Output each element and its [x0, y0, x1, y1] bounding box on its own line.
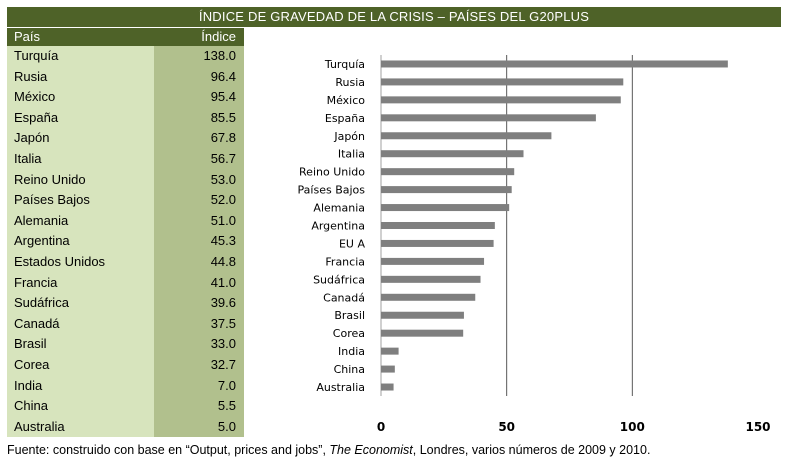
bar: [381, 186, 512, 194]
bar: [381, 204, 510, 212]
table-cell-index: 52.0: [210, 192, 236, 208]
table-cell-country: Rusia: [14, 68, 48, 84]
table-cell-country: Argentina: [14, 233, 70, 249]
bar: [381, 365, 395, 373]
table-cell-country: Estados Unidos: [14, 253, 106, 269]
table-cell-country: Brasil: [14, 336, 47, 352]
table-header: País Índice: [7, 28, 244, 46]
table-cell-country: Sudáfrica: [14, 295, 69, 311]
x-tick-label: 100: [620, 420, 645, 434]
bar: [381, 222, 495, 229]
table-cell-country: Francia: [14, 274, 58, 290]
bar: [381, 275, 481, 283]
category-label: Australia: [316, 381, 365, 394]
bar: [381, 293, 476, 301]
bar: [381, 150, 524, 158]
table-cell-country: China: [14, 398, 48, 414]
table-cell-index: 39.6: [210, 295, 236, 311]
table-cell-index: 37.5: [210, 315, 236, 331]
category-label: Turquía: [324, 58, 365, 71]
chart-title: ÍNDICE DE GRAVEDAD DE LA CRISIS – PAÍSES…: [7, 7, 781, 27]
bar-chart: Turquía Rusia México España Japón Italia Reino…: [298, 55, 771, 434]
category-label: Países Bajos: [298, 184, 366, 197]
bar: [381, 383, 394, 391]
bar: [381, 114, 596, 122]
table-cell-index: 96.4: [210, 68, 236, 84]
table-cell-index: 56.7: [210, 150, 236, 166]
category-label: México: [327, 94, 366, 107]
table-cell-country: Reino Unido: [14, 171, 86, 187]
table-cell-country: Canadá: [14, 315, 60, 331]
table-cell-index: 51.0: [210, 212, 236, 228]
table-cell-country: México: [14, 89, 56, 105]
footer-suffix: , Londres, varios números de 2009 y 2010…: [412, 443, 651, 457]
category-label: Argentina: [311, 220, 365, 233]
table-cell-index: 5.5: [217, 398, 236, 414]
chart-area: Turquía Rusia México España Japón Italia Reino…: [246, 28, 781, 440]
category-label: Italia: [338, 148, 365, 161]
country-column: Turquía Rusia México España Japón Italia Reino…: [7, 46, 154, 438]
table-cell-country: Japón: [14, 130, 50, 146]
table-cell-index: 32.7: [210, 356, 236, 372]
bar: [381, 311, 464, 319]
table-body: Turquía Rusia México España Japón Italia Reino…: [7, 46, 244, 438]
index-column: 138.0 96.4 95.4 85.5 67.8 56.7 53.0 52.0 51.0 45.…: [154, 46, 244, 438]
bar: [381, 347, 399, 355]
category-label: Reino Unido: [299, 166, 365, 179]
table-cell-country: Italia: [14, 150, 42, 166]
category-label: Francia: [325, 255, 365, 268]
table-cell-country: Corea: [14, 356, 50, 372]
table-cell-index: 85.5: [210, 109, 236, 125]
category-label: China: [334, 363, 365, 376]
bar: [381, 78, 624, 86]
x-tick-label: 50: [498, 420, 515, 434]
bar: [381, 168, 515, 176]
table-cell-country: Alemania: [14, 212, 69, 228]
category-label: Alemania: [313, 202, 365, 215]
table-cell-index: 138.0: [203, 48, 236, 63]
category-label: Corea: [333, 327, 365, 340]
footer-source: Fuente: construido con base en “Output, …: [7, 443, 650, 457]
footer-source-name: The Economist: [329, 443, 413, 457]
header-index: Índice: [201, 29, 236, 44]
bar: [381, 239, 494, 247]
table-cell-country: Países Bajos: [14, 192, 90, 208]
table-cell-country: India: [14, 377, 43, 393]
table-cell-index: 33.0: [210, 336, 236, 352]
category-label: Japón: [333, 130, 365, 143]
table-cell-index: 53.0: [210, 171, 236, 187]
category-label: India: [338, 345, 365, 358]
table-cell-index: 67.8: [210, 130, 236, 146]
category-label: Canadá: [323, 291, 365, 304]
category-label: EU A: [339, 237, 365, 250]
table-cell-index: 5.0: [217, 418, 236, 434]
table-cell-index: 45.3: [210, 233, 236, 249]
table-cell-index: 7.0: [217, 377, 236, 393]
category-label: Brasil: [334, 309, 365, 322]
footer-prefix: Fuente: construido con base en “Output, …: [7, 443, 330, 457]
x-tick-label: 150: [745, 420, 770, 434]
table-cell-country: Australia: [14, 418, 65, 434]
bar: [381, 329, 464, 337]
category-label: Rusia: [335, 76, 365, 89]
bar: [381, 132, 552, 140]
bar: [381, 257, 485, 265]
table-cell-country: Turquía: [14, 48, 59, 63]
header-country: País: [14, 29, 41, 44]
table-cell-index: 41.0: [210, 274, 236, 290]
data-table: País Índice Turquía Rusia México España Japó…: [7, 28, 244, 438]
table-cell-index: 44.8: [210, 253, 236, 269]
table-cell-index: 95.4: [210, 89, 236, 105]
table-cell-country: España: [14, 109, 59, 125]
x-tick-label: 0: [377, 420, 385, 434]
category-label: España: [325, 112, 365, 125]
category-label: Sudáfrica: [313, 273, 365, 286]
bar: [381, 60, 728, 68]
bar: [381, 96, 621, 104]
